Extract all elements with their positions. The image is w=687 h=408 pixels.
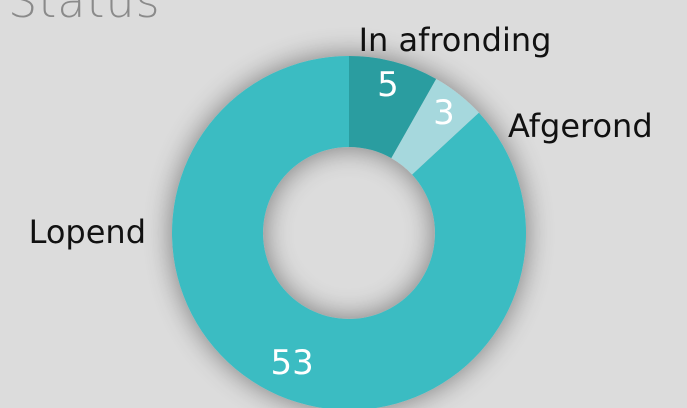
slice-afgerond: [391, 78, 479, 175]
value-label-in-afronding: 5: [377, 65, 399, 105]
category-label-afgerond: Afgerond: [508, 107, 653, 145]
slice-in-afronding: [349, 56, 437, 159]
value-label-lopend: 53: [271, 343, 314, 383]
slice-lopend: [172, 56, 526, 408]
chart-title: Status: [8, 0, 161, 28]
category-label-in-afronding: In afronding: [359, 21, 552, 59]
value-label-afgerond: 3: [433, 93, 455, 133]
category-label-lopend: Lopend: [29, 213, 146, 251]
